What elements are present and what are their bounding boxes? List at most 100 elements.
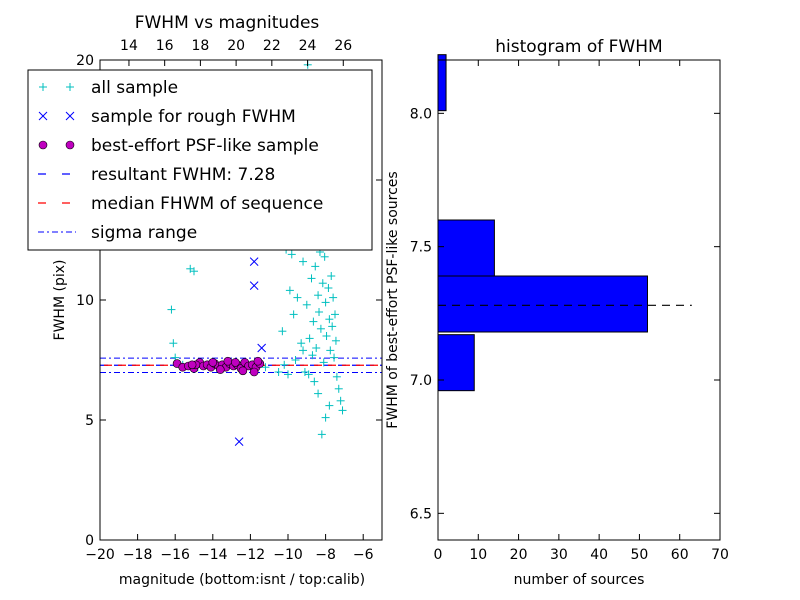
- all-sample-point: [319, 358, 328, 367]
- all-sample-point: [291, 356, 300, 364]
- legend-entry: sample for rough FWHM: [38, 107, 296, 127]
- x-tick-label: −18: [123, 547, 153, 563]
- all-sample-point: [274, 368, 283, 376]
- legend-label: sigma range: [91, 223, 197, 243]
- legend-label: median FHWM of sequence: [91, 194, 323, 214]
- histogram-bar: [437, 54, 447, 112]
- scatter-legend: all sample sample for rough FWHM best-effo…: [27, 69, 373, 251]
- hist-y-tick-label: 7.0: [410, 373, 432, 389]
- histogram-plot-area: [437, 54, 692, 392]
- top-tick-label: 24: [299, 38, 317, 54]
- all-sample-point: [331, 310, 339, 319]
- x-tick-label: −10: [273, 547, 303, 563]
- all-sample-point: [278, 327, 287, 336]
- histogram-axes: 0 10 20 30 40 50 60 70 6.5 7.0 7.5 8.0: [410, 60, 729, 563]
- psf-sample-point: [238, 366, 248, 376]
- all-sample-point: [338, 406, 347, 415]
- hist-y-tick-label: 6.5: [410, 506, 432, 522]
- all-sample-point: [320, 252, 329, 261]
- top-tick-label: 20: [227, 38, 245, 54]
- y-tick-label: 5: [85, 413, 94, 429]
- all-sample-point: [311, 262, 320, 271]
- top-tick-label: 16: [156, 38, 174, 54]
- all-sample-point: [307, 274, 316, 283]
- hist-x-tick-label: 30: [550, 547, 568, 563]
- all-sample-point: [304, 370, 313, 379]
- all-sample-point: [284, 370, 292, 379]
- all-sample-point: [312, 344, 321, 352]
- scatter-xlabel: magnitude (bottom:isnt / top:calib): [119, 572, 365, 588]
- legend-entry: resultant FWHM: 7.28: [38, 165, 275, 185]
- hist-x-tick-label: 50: [631, 547, 649, 563]
- all-sample-point: [305, 334, 314, 343]
- all-sample-point: [190, 267, 198, 276]
- hist-x-tick-label: 20: [510, 547, 528, 563]
- scatter-title: FWHM vs magnitudes: [135, 13, 320, 33]
- all-sample-point: [280, 360, 289, 369]
- all-sample-point: [299, 346, 308, 355]
- all-sample-point: [336, 396, 345, 405]
- x-tick-label: −14: [198, 547, 228, 563]
- histogram-bar: [437, 334, 475, 392]
- all-sample-point: [261, 363, 270, 372]
- histogram-bar: [437, 219, 495, 277]
- hist-y-tick-label: 8.0: [410, 106, 432, 122]
- psf-sample-point: [249, 367, 259, 377]
- all-sample-point: [328, 322, 337, 331]
- x-tick-label: −16: [160, 547, 190, 563]
- all-sample-point: [308, 351, 317, 360]
- all-sample-point: [167, 305, 176, 314]
- all-sample-point: [325, 401, 334, 410]
- psf-sample-point: [208, 358, 218, 367]
- histogram-xlabel: number of sources: [514, 572, 645, 588]
- top-tick-label: 14: [120, 38, 138, 54]
- all-sample-point: [287, 250, 296, 259]
- legend-entry: median FHWM of sequence: [38, 194, 323, 214]
- scatter-plot-area: [100, 60, 382, 446]
- hist-x-tick-label: 60: [671, 547, 689, 563]
- top-tick-label: 22: [263, 38, 281, 54]
- all-sample-point: [331, 336, 340, 345]
- all-sample-point: [310, 377, 319, 386]
- all-sample-point: [318, 279, 327, 288]
- all-sample-point: [316, 324, 325, 333]
- x-tick-label: −20: [85, 547, 115, 563]
- all-sample-point: [309, 317, 318, 326]
- top-tick-label: 18: [191, 38, 209, 54]
- all-sample-point: [314, 291, 323, 300]
- legend-label: resultant FWHM: 7.28: [91, 165, 275, 185]
- psf-sample-point: [253, 356, 263, 366]
- all-sample-point: [325, 315, 334, 324]
- y-tick-label: 0: [85, 533, 94, 549]
- rough-sample-point: [249, 257, 259, 266]
- all-sample-point: [334, 384, 343, 393]
- histogram-ylabel: FWHM of best-effort PSF-like sources: [385, 171, 401, 428]
- rough-sample-point: [257, 343, 267, 353]
- hist-x-tick-label: 0: [434, 547, 443, 563]
- all-sample-point: [285, 286, 294, 295]
- hist-x-tick-label: 40: [590, 547, 608, 563]
- all-sample-point: [321, 413, 330, 422]
- top-tick-label: 26: [334, 38, 352, 54]
- psf-sample-point: [187, 360, 197, 370]
- hist-x-tick-label: 10: [469, 547, 487, 563]
- x-tick-label: −12: [236, 547, 266, 563]
- all-sample-point: [315, 308, 324, 316]
- legend-label: sample for rough FWHM: [91, 107, 296, 127]
- x-tick-label: −8: [315, 547, 336, 563]
- y-tick-label: 20: [76, 53, 94, 69]
- scatter-ylabel: FWHM (pix): [52, 260, 68, 341]
- all-sample-point: [302, 300, 311, 309]
- legend-entry: best-effort PSF-like sample: [38, 136, 319, 156]
- legend-entry: all sample: [39, 78, 178, 98]
- all-sample-point: [321, 298, 330, 307]
- hist-y-tick-label: 7.5: [410, 240, 432, 256]
- all-sample-point: [329, 293, 338, 302]
- all-sample-point: [332, 372, 341, 381]
- rough-sample-point: [249, 281, 259, 290]
- all-sample-point: [330, 353, 339, 362]
- legend-label: best-effort PSF-like sample: [91, 136, 319, 156]
- scatter-panel: −20−18−16−14−12−10−8−6051015201416182022…: [27, 13, 383, 588]
- y-tick-label: 10: [76, 293, 94, 309]
